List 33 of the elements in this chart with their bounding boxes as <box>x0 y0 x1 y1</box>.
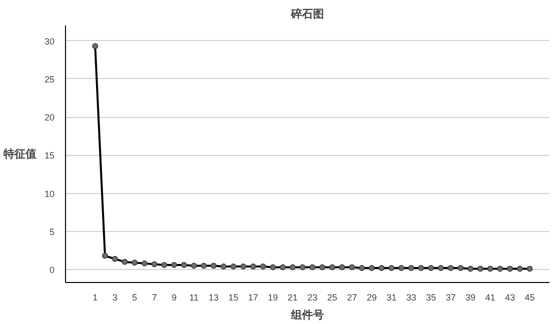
x-tick-label: 31 <box>386 292 396 302</box>
chart-title: 碎石图 <box>290 8 324 20</box>
y-tick-label: 25 <box>44 74 55 84</box>
x-tick-label: 27 <box>346 292 357 302</box>
y-tick-label: 15 <box>44 150 55 161</box>
x-tick-label: 29 <box>366 292 377 302</box>
y-tick-label: 20 <box>44 112 55 123</box>
x-tick-label: 15 <box>228 292 238 302</box>
x-tick-label: 41 <box>485 292 496 302</box>
y-tick-label: 5 <box>49 226 55 237</box>
y-tick-label: 30 <box>44 36 55 46</box>
y-tick-label: 0 <box>49 265 55 276</box>
y-tick-label: 10 <box>44 188 55 199</box>
x-tick-label: 19 <box>268 292 278 302</box>
x-tick-label: 23 <box>307 292 318 302</box>
y-axis-title: 特征值 <box>2 148 36 160</box>
x-tick-label: 13 <box>208 292 219 302</box>
x-axis-title: 组件号 <box>290 308 324 322</box>
x-tick-label: 9 <box>172 292 177 302</box>
x-tick-label: 11 <box>189 292 199 302</box>
x-tick-label: 1 <box>92 292 98 302</box>
x-tick-label: 45 <box>524 292 535 302</box>
x-tick-label: 7 <box>152 292 157 302</box>
x-tick-label: 33 <box>406 292 416 302</box>
x-tick-label: 3 <box>112 292 118 302</box>
x-tick-label: 35 <box>426 292 436 302</box>
x-tick-label: 25 <box>327 292 338 302</box>
x-tick-label: 17 <box>248 292 258 302</box>
x-tick-label: 39 <box>465 292 476 302</box>
x-tick-label: 21 <box>288 292 298 302</box>
x-tick-label: 5 <box>132 292 138 302</box>
x-tick-label: 37 <box>446 292 456 302</box>
x-tick-label: 43 <box>504 292 515 302</box>
